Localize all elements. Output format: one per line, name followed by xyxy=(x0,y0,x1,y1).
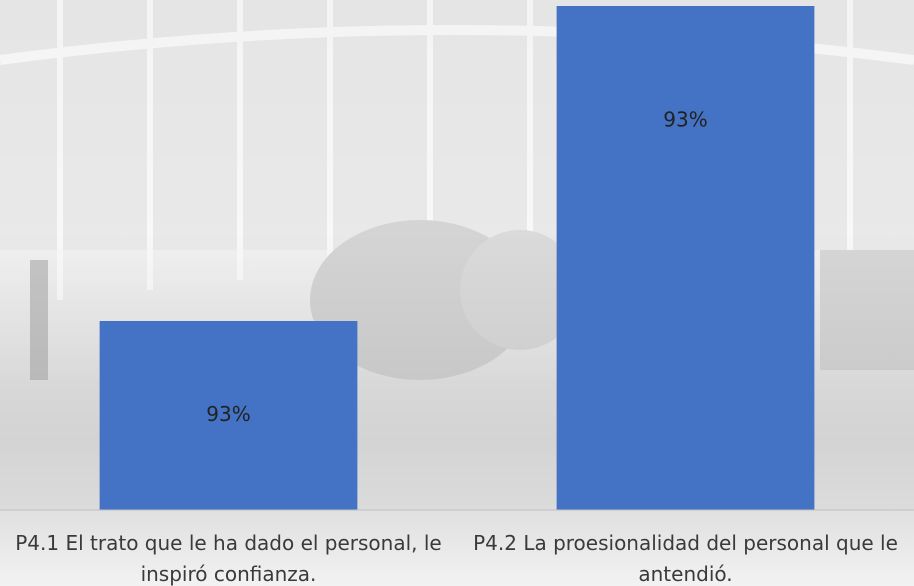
value-label: 93% xyxy=(663,108,707,132)
bar xyxy=(99,321,358,510)
x-tick-label: P4.2 La proesionalidad del personal que … xyxy=(473,531,898,586)
x-tick-label: P4.1 El trato que le ha dado el personal… xyxy=(15,531,442,586)
bar xyxy=(556,6,815,510)
value-label: 93% xyxy=(206,402,250,426)
